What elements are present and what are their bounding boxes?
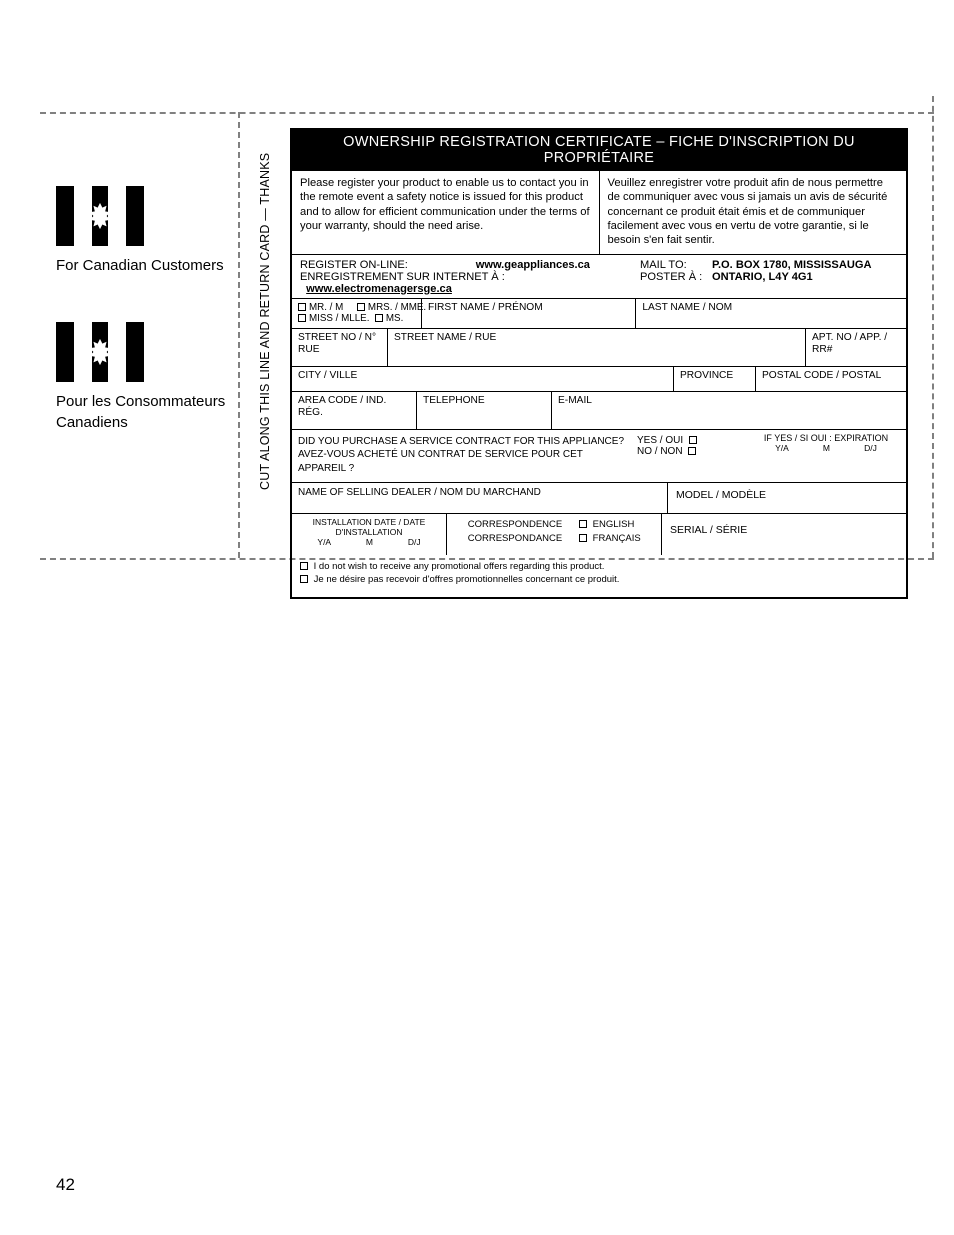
postal-field[interactable]: POSTAL CODE / POSTAL	[756, 367, 906, 392]
areacode-field[interactable]: AREA CODE / IND. RÉG.	[292, 392, 417, 428]
service-yesno[interactable]: YES / OUI NO / NON	[631, 430, 746, 483]
phone-row: AREA CODE / IND. RÉG. TELEPHONE E-MAIL	[292, 392, 906, 429]
maple-leaf-icon	[56, 322, 144, 382]
province-field[interactable]: PROVINCE	[674, 367, 756, 392]
salutation-cell[interactable]: MR. / M MRS. / MME. MISS / MLLE. MS.	[292, 299, 422, 329]
reg-fr-url: www.electromenagersge.ca	[306, 283, 452, 295]
first-name-field[interactable]: FIRST NAME / PRÉNOM	[422, 299, 636, 329]
sidebar-en: For Canadian Customers	[56, 186, 226, 276]
model-field[interactable]: MODEL / MODÈLE	[668, 483, 906, 513]
street-no-field[interactable]: STREET NO / N° RUE	[292, 329, 388, 365]
addr2: ONTARIO, L4Y 4G1	[712, 271, 898, 283]
page-number: 42	[56, 1175, 75, 1195]
reg-fr-label: ENREGISTREMENT SUR INTERNET À :	[300, 271, 505, 283]
apt-field[interactable]: APT. NO / APP. / RR#	[806, 329, 906, 365]
serial-field[interactable]: SERIAL / SÉRIE	[662, 514, 906, 555]
sidebar-caption-en: For Canadian Customers	[56, 256, 226, 276]
service-question: DID YOU PURCHASE A SERVICE CONTRACT FOR …	[292, 430, 631, 483]
service-expiration[interactable]: IF YES / SI OUI : EXPIRATION Y/A M D/J	[746, 430, 906, 483]
service-row: DID YOU PURCHASE A SERVICE CONTRACT FOR …	[292, 430, 906, 484]
registration-card: OWNERSHIP REGISTRATION CERTIFICATE – FIC…	[290, 128, 908, 599]
street-name-field[interactable]: STREET NAME / RUE	[388, 329, 806, 365]
install-date-field[interactable]: INSTALLATION DATE / DATE D'INSTALLATION …	[292, 514, 447, 555]
name-row: MR. / M MRS. / MME. MISS / MLLE. MS. FIR…	[292, 299, 906, 330]
last-name-field[interactable]: LAST NAME / NOM	[636, 299, 906, 329]
bottom-row: INSTALLATION DATE / DATE D'INSTALLATION …	[292, 514, 906, 555]
mailto-fr: POSTER À :	[640, 271, 712, 283]
telephone-field[interactable]: TELEPHONE	[417, 392, 552, 428]
mailto-en: MAIL TO:	[640, 259, 712, 271]
intro-fr: Veuillez enregistrer votre produit afin …	[600, 171, 907, 254]
correspondence-field[interactable]: CORRESPONDENCE CORRESPONDANCE ENGLISH FR…	[447, 514, 662, 555]
maple-leaf-icon	[56, 186, 144, 246]
sidebar-fr: Pour les Consommateurs Canadiens	[56, 322, 226, 433]
intro-row: Please register your product to enable u…	[292, 171, 906, 255]
sidebar-caption-fr: Pour les Consommateurs Canadiens	[56, 392, 226, 433]
dealer-field[interactable]: NAME OF SELLING DEALER / NOM DU MARCHAND	[292, 483, 668, 513]
street-row: STREET NO / N° RUE STREET NAME / RUE APT…	[292, 329, 906, 366]
city-row: CITY / VILLE PROVINCE POSTAL CODE / POST…	[292, 367, 906, 393]
register-row: REGISTER ON-LINE: www.geappliances.ca EN…	[292, 255, 906, 299]
promo-optout[interactable]: I do not wish to receive any promotional…	[292, 555, 906, 597]
reg-en-url: www.geappliances.ca	[476, 259, 590, 271]
email-field[interactable]: E-MAIL	[552, 392, 906, 428]
card-title: OWNERSHIP REGISTRATION CERTIFICATE – FIC…	[292, 130, 906, 171]
city-field[interactable]: CITY / VILLE	[292, 367, 674, 392]
addr1: P.O. BOX 1780, MISSISSAUGA	[712, 259, 898, 271]
intro-en: Please register your product to enable u…	[292, 171, 600, 254]
sidebar: For Canadian Customers Pour les Consomma…	[56, 186, 226, 479]
dealer-row: NAME OF SELLING DEALER / NOM DU MARCHAND…	[292, 483, 906, 514]
reg-en-label: REGISTER ON-LINE:	[300, 259, 408, 271]
cut-line-label: CUT ALONG THIS LINE AND RETURN CARD — TH…	[258, 153, 272, 490]
